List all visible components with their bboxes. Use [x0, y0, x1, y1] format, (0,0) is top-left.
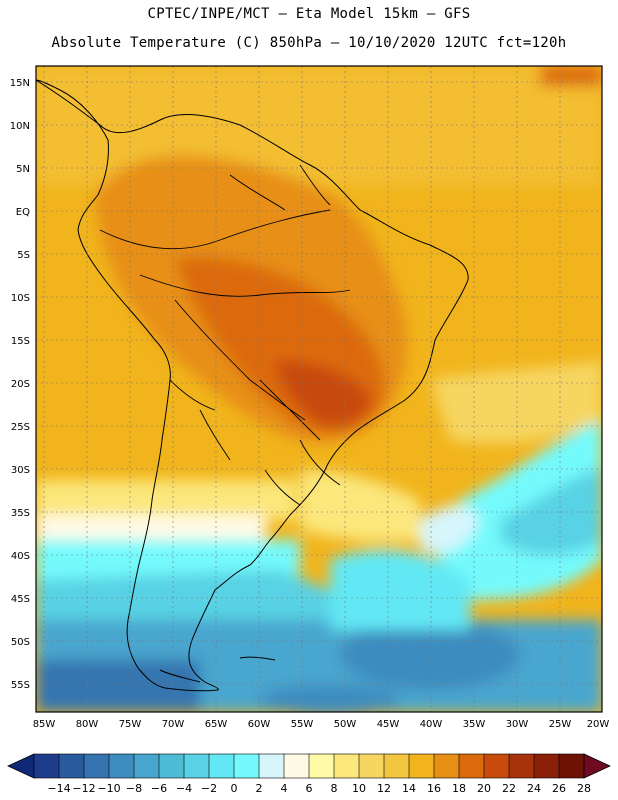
colorbar-label: −12 [72, 782, 95, 795]
colorbar-swatch [358, 753, 385, 779]
colorbar-swatch [133, 753, 160, 779]
lon-label: 35W [463, 719, 486, 730]
colorbar-swatch [233, 753, 260, 779]
colorbar-label: 28 [577, 782, 591, 795]
lon-label: 75W [119, 719, 142, 730]
lon-label: 70W [162, 719, 185, 730]
lon-label: 40W [420, 719, 443, 730]
colorbar-swatch [83, 753, 110, 779]
colorbar-swatch [208, 753, 235, 779]
map-title: CPTEC/INPE/MCT – Eta Model 15km – GFS [147, 6, 471, 22]
lat-label: 5S [17, 250, 30, 261]
lon-label: 60W [248, 719, 271, 730]
graticule [36, 66, 602, 712]
colorbar-label: 2 [256, 782, 263, 795]
colorbar-label: 26 [552, 782, 566, 795]
colorbar-label: 0 [231, 782, 238, 795]
lon-label: 30W [506, 719, 529, 730]
lat-label: 5N [16, 164, 30, 175]
colorbar-label: 16 [427, 782, 441, 795]
colorbar-label: 8 [331, 782, 338, 795]
coastline [36, 79, 469, 692]
lon-label: 45W [377, 719, 400, 730]
colorbar-over-arrow [583, 753, 611, 779]
lat-label: 15N [10, 78, 30, 89]
colorbar-label: −2 [201, 782, 217, 795]
lat-label: 10S [11, 293, 30, 304]
lat-label: 15S [11, 336, 30, 347]
colorbar-swatch [308, 753, 335, 779]
colorbar-label: 14 [402, 782, 416, 795]
lat-label: 40S [11, 551, 30, 562]
country-borders [99, 164, 351, 506]
lon-label: 55W [291, 719, 314, 730]
lat-label: 25S [11, 422, 30, 433]
longitude-labels: 85W 80W 75W 70W 65W 60W 55W 50W 45W 40W … [33, 719, 610, 730]
lon-label: 80W [76, 719, 99, 730]
lat-label: 45S [11, 594, 30, 605]
colorbar-swatch [558, 753, 585, 779]
colorbar-label: 22 [502, 782, 516, 795]
colorbar-swatch [33, 753, 60, 779]
lat-label: 10N [10, 121, 30, 132]
lon-label: 50W [334, 719, 357, 730]
colorbar-swatch [258, 753, 285, 779]
colorbar-swatch [458, 753, 485, 779]
colorbar-swatch [533, 753, 560, 779]
lat-label: EQ [16, 207, 30, 218]
colorbar-label: 24 [527, 782, 541, 795]
colorbar-label: −6 [151, 782, 167, 795]
lon-label: 65W [205, 719, 228, 730]
colorbar: −14 −12 −10 −8 −6 −4 −2 0 2 4 6 8 10 12 14 16 18 20 22 24 26… [7, 753, 611, 795]
colorbar-label: −14 [47, 782, 70, 795]
lon-label: 85W [33, 719, 56, 730]
lat-label: 50S [11, 637, 30, 648]
lat-label: 20S [11, 379, 30, 390]
map-frame [35, 65, 603, 713]
colorbar-swatch [508, 753, 535, 779]
colorbar-label: 10 [352, 782, 366, 795]
lon-label: 20W [587, 719, 610, 730]
colorbar-label: −4 [176, 782, 192, 795]
colorbar-swatch [108, 753, 135, 779]
colorbar-label: −10 [97, 782, 120, 795]
map-subtitle: Absolute Temperature (C) 850hPa – 10/10/… [51, 35, 567, 51]
colorbar-swatch [283, 753, 310, 779]
lon-label: 25W [549, 719, 572, 730]
colorbar-swatch [183, 753, 210, 779]
lat-label: 35S [11, 508, 30, 519]
temperature-field [36, 66, 602, 712]
colorbar-label: −8 [126, 782, 142, 795]
latitude-labels: 15N 10N 5N EQ 5S 10S 15S 20S 25S 30S 35S… [10, 78, 30, 691]
colorbar-under-arrow [7, 753, 35, 779]
colorbar-label: 20 [477, 782, 491, 795]
colorbar-label: 18 [452, 782, 466, 795]
colorbar-swatch [383, 753, 410, 779]
lat-label: 30S [11, 465, 30, 476]
colorbar-swatch [408, 753, 435, 779]
colorbar-label: 12 [377, 782, 391, 795]
colorbar-swatch [158, 753, 185, 779]
colorbar-label: 4 [281, 782, 288, 795]
colorbar-label: 6 [306, 782, 313, 795]
colorbar-swatch [333, 753, 360, 779]
colorbar-swatch [58, 753, 85, 779]
colorbar-swatch [433, 753, 460, 779]
colorbar-swatch [483, 753, 510, 779]
lat-label: 55S [11, 680, 30, 691]
